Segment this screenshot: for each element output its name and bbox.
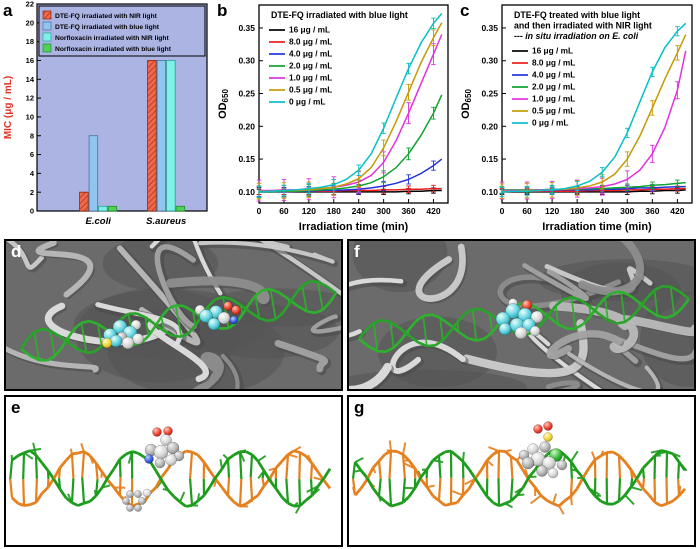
svg-text:8: 8 — [30, 131, 34, 140]
panel-d-protein-dna-complex-render — [4, 239, 343, 391]
svg-text:8.0 μg / mL: 8.0 μg / mL — [289, 37, 332, 47]
svg-text:E.coli: E.coli — [86, 216, 112, 227]
svg-text:4.0 μg / mL: 4.0 μg / mL — [532, 70, 575, 80]
svg-text:Irradiation time (min): Irradiation time (min) — [542, 221, 652, 233]
dna-ligand-render-open-form — [6, 397, 341, 545]
svg-text:2: 2 — [30, 188, 34, 197]
svg-text:DTE-FQ irradiated with blue li: DTE-FQ irradiated with blue light — [55, 24, 160, 31]
svg-text:0 μg / mL: 0 μg / mL — [289, 97, 325, 107]
svg-text:120: 120 — [302, 206, 316, 216]
svg-text:0 μg / mL: 0 μg / mL — [532, 118, 568, 128]
svg-text:OD650: OD650 — [460, 89, 473, 119]
panel-g-dna-intercalation-render — [347, 395, 696, 547]
svg-text:0: 0 — [30, 207, 34, 216]
dna-ligand-render-closed-form — [349, 397, 694, 545]
svg-text:0.25: 0.25 — [481, 89, 498, 99]
mic-bar-chart: 0 2 4 6 8 10 12 14 16 18 20 22 E.coli S.aureus DTE-FQ … — [3, 0, 208, 227]
panel-f-protein-dna-complex-render — [347, 239, 696, 391]
panel-label-b: b — [217, 1, 228, 20]
panel-label-e: e — [11, 398, 21, 417]
protein-dna-render-open-form — [6, 241, 341, 389]
svg-text:0.10: 0.10 — [481, 187, 498, 197]
svg-text:240: 240 — [595, 206, 609, 216]
protein-dna-render-closed-form — [349, 241, 694, 389]
svg-text:360: 360 — [645, 206, 659, 216]
svg-text:Irradiation time (min): Irradiation time (min) — [299, 221, 409, 233]
growth-curve-chart-blue-light: 0 60 120 180 240 300 360 420 0.10 0.15 0.20 0.25 0.3… — [217, 4, 449, 233]
svg-text:14: 14 — [26, 75, 35, 84]
svg-text:8.0 μg / mL: 8.0 μg / mL — [532, 58, 575, 68]
svg-text:1.0 μg / mL: 1.0 μg / mL — [532, 94, 575, 104]
svg-text:300: 300 — [377, 206, 391, 216]
svg-text:2.0 μg / mL: 2.0 μg / mL — [289, 61, 332, 71]
panel-label-g: g — [354, 398, 365, 417]
svg-text:0.5 μg / mL: 0.5 μg / mL — [532, 106, 575, 116]
panel-label-f: f — [354, 242, 360, 261]
svg-text:240: 240 — [352, 206, 366, 216]
svg-text:420: 420 — [426, 206, 440, 216]
svg-text:4: 4 — [30, 169, 35, 178]
svg-text:1.0 μg / mL: 1.0 μg / mL — [289, 73, 332, 83]
svg-text:0.10: 0.10 — [238, 187, 255, 197]
svg-text:10: 10 — [26, 113, 34, 122]
svg-text:0.30: 0.30 — [481, 56, 498, 66]
svg-text:DTE-FQ treated with blue light: DTE-FQ treated with blue light — [514, 10, 640, 20]
svg-text:2.0 μg / mL: 2.0 μg / mL — [532, 82, 575, 92]
svg-text:22: 22 — [26, 0, 34, 9]
svg-text:16 μg / mL: 16 μg / mL — [289, 25, 330, 35]
growth-curve-chart-nir-after-blue: 0 60 120 180 240 300 360 420 0.10 0.15 0.20 0.25 0.3… — [460, 4, 693, 233]
panel-label-c: c — [460, 1, 470, 20]
svg-text:Norfloxacin irradiated with NI: Norfloxacin irradiated with NIR light — [55, 35, 169, 42]
svg-text:60: 60 — [279, 206, 289, 216]
svg-text:0.20: 0.20 — [481, 121, 498, 131]
svg-text:0: 0 — [500, 206, 505, 216]
svg-text:MIC (μg / mL): MIC (μg / mL) — [3, 76, 14, 139]
svg-text:0.30: 0.30 — [238, 56, 255, 66]
svg-text:16: 16 — [26, 56, 34, 65]
svg-text:180: 180 — [570, 206, 584, 216]
svg-text:180: 180 — [327, 206, 341, 216]
svg-text:20: 20 — [26, 18, 34, 27]
svg-text:300: 300 — [620, 206, 634, 216]
svg-text:16 μg / mL: 16 μg / mL — [532, 46, 573, 56]
svg-text:0.15: 0.15 — [238, 154, 255, 164]
svg-text:0.35: 0.35 — [481, 23, 498, 33]
svg-text:0.5 μg / mL: 0.5 μg / mL — [289, 85, 332, 95]
svg-text:0.15: 0.15 — [481, 154, 498, 164]
svg-text:360: 360 — [401, 206, 415, 216]
svg-text:S.aureus: S.aureus — [146, 216, 186, 227]
panel-label-d: d — [11, 242, 22, 261]
svg-text:DTE-FQ irradiated with NIR lig: DTE-FQ irradiated with NIR light — [55, 13, 158, 20]
svg-text:OD650: OD650 — [217, 89, 230, 119]
svg-text:0.25: 0.25 — [238, 89, 255, 99]
svg-text:--- in situ irradiation on E.: --- in situ irradiation on E. coli — [514, 31, 639, 41]
svg-text:Norfloxacin irradiated with bl: Norfloxacin irradiated with blue light — [55, 46, 172, 53]
svg-text:DTE-FQ irradiated with blue li: DTE-FQ irradiated with blue light — [271, 10, 408, 20]
svg-text:60: 60 — [522, 206, 532, 216]
svg-text:4.0 μg / mL: 4.0 μg / mL — [289, 49, 332, 59]
panel-label-a: a — [3, 1, 13, 20]
svg-text:120: 120 — [545, 206, 559, 216]
svg-text:and then irradiated with NIR l: and then irradiated with NIR light — [514, 21, 652, 31]
svg-text:0.35: 0.35 — [238, 23, 255, 33]
svg-text:420: 420 — [670, 206, 684, 216]
svg-text:0.20: 0.20 — [238, 121, 255, 131]
panel-e-dna-intercalation-render — [4, 395, 343, 547]
svg-text:18: 18 — [26, 37, 34, 46]
svg-text:6: 6 — [30, 150, 34, 159]
svg-text:12: 12 — [26, 94, 34, 103]
svg-text:0: 0 — [257, 206, 262, 216]
